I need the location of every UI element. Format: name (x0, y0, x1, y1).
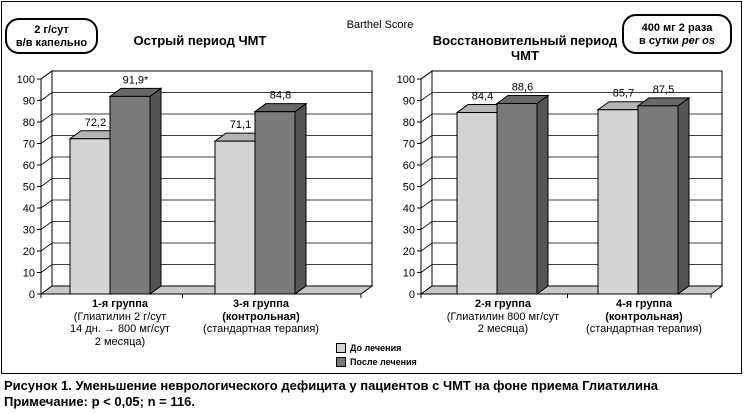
y-tick-label: 10 (23, 268, 35, 280)
group-desc-line: (стандартная терапия) (586, 323, 702, 335)
y-tick-label: 30 (23, 225, 35, 237)
data-label: 84,4 (472, 91, 493, 103)
bar (597, 109, 639, 295)
y-tick-label: 70 (23, 139, 35, 151)
legend-swatch-before (336, 343, 346, 353)
y-tick-label: 80 (23, 117, 35, 129)
data-label: 88,6 (512, 82, 533, 94)
dose-right-line2: в сутки per os (624, 35, 730, 48)
legend-label-after: После лечения (350, 357, 417, 367)
data-label: 85,7 (613, 88, 634, 100)
group-desc-line: (стандартная терапия) (203, 323, 319, 335)
grid-line (420, 70, 722, 80)
y-tick-label: 20 (23, 246, 35, 258)
group-desc-line: (Глиатилин 800 мг/сут (446, 310, 560, 323)
y-tick-label: 80 (403, 117, 415, 129)
bar-side (294, 102, 307, 295)
group-name: 2-я группа (475, 298, 531, 310)
legend-item-after: После лечения (336, 355, 417, 369)
dose-right-line2-em: per os (681, 35, 715, 47)
dose-badge-right: 400 мг 2 раза в сутки per os (622, 14, 732, 54)
data-label: 84,8 (270, 90, 291, 102)
dose-left-line2: в/в капельно (15, 37, 88, 49)
y-tick-label: 60 (23, 160, 35, 172)
panel-title-right: Восстановительный период ЧМТ (432, 33, 618, 63)
y-tick-label: 100 (17, 74, 35, 86)
y-tick-label: 60 (403, 160, 415, 172)
bar (69, 138, 111, 295)
bar-side (149, 87, 162, 295)
y-tick-label: 100 (397, 74, 415, 86)
group-desc-line: (Глиатилин 2 г/сут (73, 310, 167, 323)
group-label-4: 4-я группа (контрольная) (стандартная те… (569, 298, 719, 336)
data-label: 72,2 (85, 117, 106, 129)
y-tick-label: 0 (29, 289, 35, 301)
y-tick-label: 70 (403, 139, 415, 151)
bar (214, 140, 256, 295)
group-desc-line: (контрольная) (605, 310, 683, 323)
group-desc-line: 2 месяца) (94, 335, 146, 348)
legend-swatch-after (336, 357, 346, 367)
y-tick-label: 50 (23, 182, 35, 194)
dose-right-line1: 400 мг 2 раза (641, 22, 713, 34)
group-label-2: 2-я группа (Глиатилин 800 мг/сут 2 месяц… (428, 298, 578, 336)
caption-line1: Рисунок 1. Уменьшение неврологического д… (4, 378, 659, 393)
group-name: 4-я группа (616, 298, 672, 310)
dose-left-line1: 2 г/сут (34, 24, 69, 36)
data-label: 71,1 (230, 119, 251, 131)
group-name: 3-я группа (233, 298, 289, 310)
dose-right-line2-prefix: в сутки (639, 35, 682, 47)
group-name: 1-я группа (92, 298, 148, 310)
data-label: 91,9* (123, 74, 149, 86)
bar (637, 105, 679, 295)
y-tick-label: 0 (409, 289, 415, 301)
group-desc-line: 14 дн. → 800 мг/сут (69, 323, 171, 335)
bar-side (536, 94, 549, 295)
y-tick-label: 30 (403, 225, 415, 237)
figure-caption: Рисунок 1. Уменьшение неврологического д… (4, 378, 658, 410)
bar (496, 103, 538, 295)
grid-line (40, 70, 372, 80)
grid-line (420, 92, 722, 101)
y-tick-label: 40 (23, 203, 35, 215)
center-title: Barthel Score (346, 19, 414, 31)
bar (109, 95, 151, 295)
panel-title-left: Острый период ЧМТ (133, 33, 267, 48)
data-label: 87,5 (653, 84, 674, 96)
legend-item-before: До лечения (336, 341, 417, 355)
caption-line2: Примечание: p < 0,05; n = 116. (4, 394, 195, 409)
group-desc-line: (контрольная) (222, 310, 300, 323)
group-desc-line: 2 месяца) (477, 323, 529, 335)
legend-label-before: До лечения (350, 343, 402, 353)
bar (254, 111, 296, 295)
group-label-3: 3-я группа (контрольная) (стандартная те… (186, 298, 336, 336)
y-tick-label: 20 (403, 246, 415, 258)
bar-side (677, 96, 690, 295)
group-label-1: 1-я группа (Глиатилин 2 г/сут 14 дн. → 8… (45, 298, 195, 348)
legend: До лечения После лечения (336, 341, 417, 369)
y-tick-label: 10 (403, 268, 415, 280)
y-tick-label: 90 (403, 96, 415, 108)
y-tick-label: 40 (403, 203, 415, 215)
y-tick-label: 50 (403, 182, 415, 194)
dose-badge-left: 2 г/сут в/в капельно (5, 18, 98, 54)
grid-line (40, 92, 372, 101)
bar (456, 112, 498, 295)
y-tick-label: 90 (23, 96, 35, 108)
